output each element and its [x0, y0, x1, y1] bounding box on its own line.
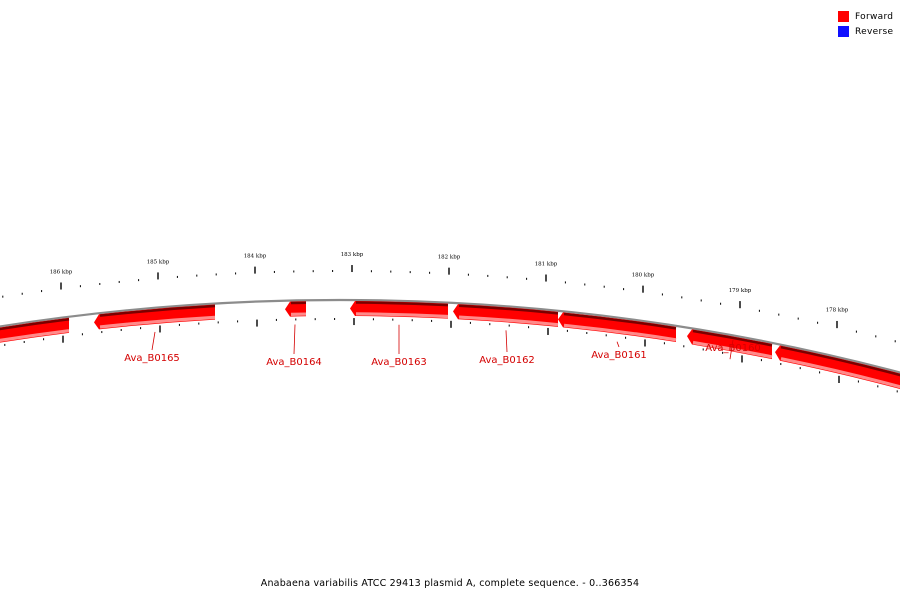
- gene-label-connector: [616, 341, 620, 348]
- gene-label: Ava_B0165: [124, 353, 180, 364]
- gene-label: Ava_B0164: [266, 357, 322, 368]
- gene-labels: Ava_B0165 Ava_B0164 Ava_B0163 Ava_B0162 Ava_…: [124, 324, 761, 368]
- scale-label: 186 kbp: [50, 269, 73, 275]
- gene-arrow-ava-b0162[interactable]: [453, 304, 559, 327]
- scale-label: 180 kbp: [632, 273, 655, 279]
- gene-arrow-ava-b0161[interactable]: [558, 312, 677, 343]
- scale-label: 184 kbp: [244, 254, 267, 260]
- gene-label-connector: [505, 330, 508, 353]
- scale-label: 181 kbp: [535, 262, 558, 268]
- gene-arrow-ava-b0165[interactable]: [94, 304, 216, 330]
- map-caption: Anabaena variabilis ATCC 29413 plasmid A…: [260, 578, 640, 589]
- scale-label: 183 kbp: [341, 252, 364, 258]
- gene-label: Ava_B0161: [591, 350, 647, 361]
- scale-labels: 186 kbp 185 kbp 184 kbp 183 kbp 182 kbp 181 k…: [50, 252, 849, 314]
- scale-ticks-inner: [4, 318, 898, 393]
- gene-label-connector: [729, 339, 734, 360]
- gene-label: Ava_B0162: [479, 355, 535, 366]
- legend-item-reverse: Reverse: [838, 24, 893, 39]
- reverse-color-swatch: [838, 26, 849, 37]
- gene-arrow-ava-b0160[interactable]: [687, 329, 773, 360]
- gene-label-connector: [151, 331, 156, 351]
- sequence-backbone: [0, 298, 900, 374]
- gene-label: Ava_B0163: [371, 357, 427, 368]
- backbone-arc: [0, 298, 900, 374]
- gene-label-connector: [293, 324, 296, 355]
- scale-ticks-outer: [2, 265, 896, 343]
- gene-arrow-left-edge[interactable]: [0, 317, 70, 346]
- gene-arrow-right-edge[interactable]: [775, 345, 900, 394]
- feature-track: [0, 301, 900, 394]
- forward-color-swatch: [838, 11, 849, 22]
- gene-arrow-ava-b0163[interactable]: [350, 301, 449, 319]
- legend-label-forward: Forward: [855, 11, 894, 22]
- gene-arrow-ava-b0164[interactable]: [285, 301, 307, 317]
- scale-label: 179 kbp: [729, 288, 752, 294]
- scale-label: 178 kbp: [826, 308, 849, 314]
- scale-label: 182 kbp: [438, 255, 461, 261]
- gene-label: Ava_B0160: [705, 343, 761, 354]
- scale-label: 185 kbp: [147, 259, 170, 265]
- legend: Forward Reverse: [838, 9, 893, 39]
- legend-item-forward: Forward: [838, 9, 893, 24]
- legend-label-reverse: Reverse: [855, 26, 894, 37]
